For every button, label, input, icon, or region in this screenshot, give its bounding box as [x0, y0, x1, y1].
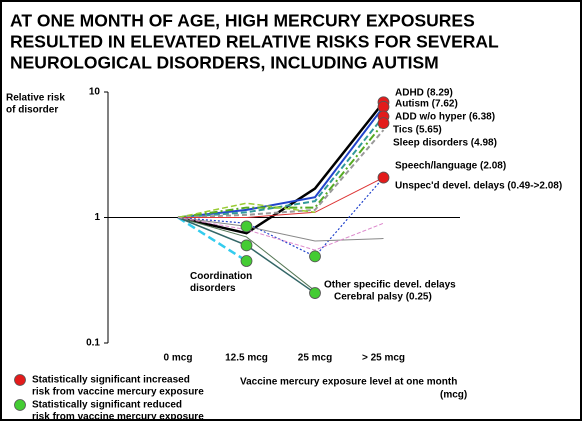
x-label: Vaccine mercury exposure level at one mo… [240, 377, 457, 388]
y-tick-label: 0.1 [86, 338, 100, 349]
legend-marker [14, 374, 26, 386]
series-line [177, 217, 384, 251]
significance-marker [309, 250, 321, 263]
significance-marker [377, 171, 390, 184]
series-line [177, 101, 385, 235]
legend-text: Statistically significant reduced [32, 400, 182, 411]
series-label: ADD w/o hyper (6.38) [395, 112, 495, 123]
significance-marker [240, 220, 253, 233]
x-label: (mcg) [440, 390, 467, 401]
series-line [177, 129, 385, 219]
series-line [178, 177, 384, 218]
series-line [177, 106, 385, 219]
legend-marker [14, 399, 26, 411]
title-line: RESULTED IN ELEVATED RELATIVE RISKS FOR … [10, 32, 499, 52]
y-label: Relative risk [6, 93, 65, 104]
series-label: Sleep disorders (4.98) [393, 138, 497, 149]
series-line [177, 202, 316, 219]
significance-marker [309, 287, 321, 299]
series-line [177, 217, 384, 242]
series-label: Unspec'd devel. delays (0.49->2.08) [395, 181, 562, 192]
series-label: Speech/language (2.08) [395, 161, 506, 172]
significance-marker [240, 239, 253, 252]
series-label: ADHD (8.29) [395, 88, 453, 99]
series-line [177, 177, 384, 258]
legend-text: risk from vaccine mercury exposure [32, 412, 204, 421]
legend-text: Statistically significant increased [32, 375, 190, 386]
x-tick-label: 0 mcg [164, 353, 193, 364]
y-label: of disorder [6, 105, 58, 116]
title-line: AT ONE MONTH OF AGE, HIGH MERCURY EXPOSU… [10, 11, 475, 31]
series-label: Tics (5.65) [393, 125, 442, 136]
series-label: Cerebral palsy (0.25) [334, 292, 432, 303]
series-label: Coordination disorders [190, 271, 252, 294]
series-line [177, 217, 316, 292]
series-line [177, 216, 248, 263]
y-tick-label: 1 [94, 212, 100, 223]
legend-text: risk from vaccine mercury exposure [32, 387, 204, 398]
series-label: Other specific devel. delays [324, 280, 456, 291]
y-tick-label: 10 [89, 87, 101, 98]
significance-marker [377, 117, 390, 130]
x-tick-label: 25 mcg [298, 353, 332, 364]
x-tick-label: 12.5 mcg [225, 353, 268, 364]
x-tick-label: > 25 mcg [362, 353, 405, 364]
series-label: Autism (7.62) [395, 99, 458, 110]
significance-marker [240, 255, 253, 267]
title-line: NEUROLOGICAL DISORDERS, INCLUDING AUTISM [10, 53, 439, 73]
